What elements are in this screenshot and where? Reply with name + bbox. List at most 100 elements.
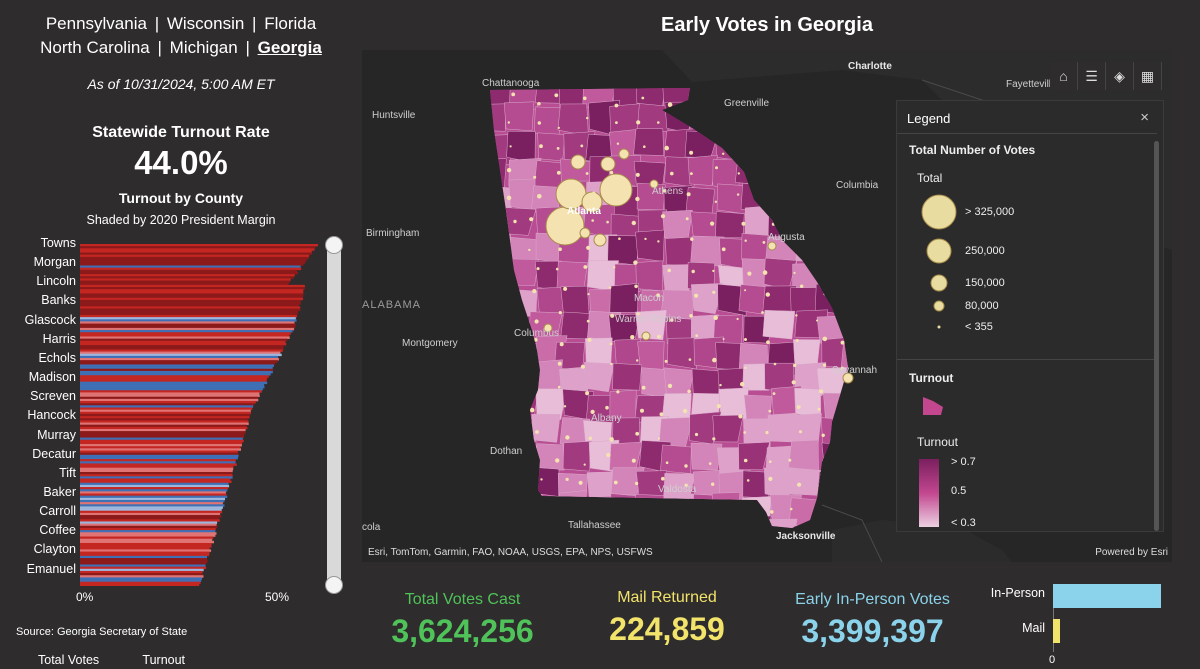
layers-icon[interactable]: ◈ bbox=[1106, 62, 1134, 90]
county-vote-dot bbox=[795, 339, 799, 342]
legend-scrollbar[interactable] bbox=[1154, 141, 1159, 531]
county-shape[interactable] bbox=[741, 233, 770, 262]
county-shape[interactable] bbox=[715, 342, 744, 371]
powered-by-esri[interactable]: Powered by Esri bbox=[1095, 547, 1168, 558]
county-vote-dot bbox=[636, 120, 641, 125]
state-link-pennsylvania[interactable]: Pennsylvania bbox=[45, 14, 147, 33]
county-label: Harris bbox=[42, 331, 76, 346]
county-vote-dot bbox=[711, 482, 715, 486]
county-shape[interactable] bbox=[556, 261, 588, 288]
county-vote-dot bbox=[591, 219, 594, 222]
scroll-handle-bottom[interactable] bbox=[325, 576, 343, 594]
county-shape[interactable] bbox=[691, 368, 721, 397]
county-bar bbox=[80, 332, 291, 335]
county-bar bbox=[80, 555, 207, 559]
vote-circle-clayton bbox=[579, 227, 591, 239]
county-vote-dot bbox=[635, 196, 640, 202]
county-shape[interactable] bbox=[562, 440, 592, 472]
county-shape[interactable] bbox=[715, 211, 745, 238]
county-bar bbox=[80, 433, 245, 436]
legend-circle-250000 bbox=[926, 238, 952, 264]
county-shape[interactable] bbox=[687, 154, 718, 186]
state-link-florida[interactable]: Florida bbox=[264, 14, 317, 33]
state-link-north-carolina[interactable]: North Carolina bbox=[40, 38, 150, 57]
county-shape[interactable] bbox=[667, 337, 697, 370]
close-icon[interactable]: × bbox=[1140, 109, 1149, 126]
county-vote-dot bbox=[744, 366, 747, 370]
county-vote-dot bbox=[710, 221, 715, 226]
county-shape[interactable] bbox=[584, 362, 615, 393]
county-vote-dot bbox=[644, 237, 647, 241]
county-vote-dot bbox=[796, 405, 801, 409]
state-link-wisconsin[interactable]: Wisconsin bbox=[166, 14, 245, 33]
county-vote-dot bbox=[799, 430, 802, 434]
county-shape[interactable] bbox=[685, 186, 715, 214]
county-shape[interactable] bbox=[738, 441, 770, 471]
county-shape[interactable] bbox=[508, 178, 536, 212]
county-shape[interactable] bbox=[690, 442, 723, 471]
county-bar bbox=[80, 349, 283, 352]
county-shape[interactable] bbox=[635, 229, 665, 262]
county-shape[interactable] bbox=[660, 444, 692, 474]
county-shape[interactable] bbox=[840, 341, 872, 368]
county-label: Morgan bbox=[33, 255, 76, 270]
county-shape[interactable] bbox=[609, 103, 641, 133]
county-vote-dot bbox=[793, 271, 796, 274]
county-bar bbox=[80, 302, 301, 305]
county-shape[interactable] bbox=[635, 260, 664, 292]
state-link-michigan[interactable]: Michigan bbox=[169, 38, 238, 57]
scroll-handle-top[interactable] bbox=[325, 236, 343, 254]
county-shape[interactable] bbox=[635, 309, 667, 341]
county-vote-dot bbox=[689, 314, 693, 318]
county-shape[interactable] bbox=[789, 467, 823, 496]
county-bar bbox=[80, 418, 248, 421]
state-link-georgia[interactable]: Georgia bbox=[257, 38, 322, 57]
county-vote-dot bbox=[640, 408, 644, 413]
county-vote-dot bbox=[823, 363, 827, 367]
county-shape[interactable] bbox=[535, 443, 565, 471]
county-shape[interactable] bbox=[788, 439, 819, 473]
county-bar bbox=[80, 396, 259, 400]
county-shape[interactable] bbox=[690, 235, 725, 267]
county-vote-dot bbox=[691, 269, 695, 274]
county-shape[interactable] bbox=[633, 128, 664, 156]
county-shape[interactable] bbox=[718, 387, 749, 420]
county-vote-dot bbox=[606, 220, 609, 224]
county-shape[interactable] bbox=[503, 101, 535, 132]
home-icon[interactable]: ⌂ bbox=[1050, 62, 1078, 90]
county-scroll-track[interactable] bbox=[327, 244, 341, 586]
county-shape[interactable] bbox=[560, 311, 591, 340]
tab-total-votes[interactable]: Total Votes bbox=[38, 653, 100, 667]
turnout-symbol-icon bbox=[923, 397, 943, 415]
county-bar bbox=[80, 259, 307, 262]
county-vote-dot bbox=[610, 362, 613, 366]
county-shape[interactable] bbox=[662, 209, 693, 240]
county-shape[interactable] bbox=[612, 363, 642, 391]
county-shape[interactable] bbox=[665, 236, 695, 267]
place-charlotte: Charlotte bbox=[848, 61, 892, 72]
county-label: Carroll bbox=[39, 504, 76, 519]
county-shape[interactable] bbox=[535, 388, 568, 420]
county-vote-dot bbox=[713, 315, 718, 321]
list-icon[interactable]: ☰ bbox=[1078, 62, 1106, 90]
legend-header: Legend bbox=[907, 111, 951, 126]
county-vote-dot bbox=[708, 462, 712, 465]
qr-icon[interactable]: ▦ bbox=[1134, 62, 1162, 90]
county-shape[interactable] bbox=[712, 414, 744, 443]
county-shape[interactable] bbox=[531, 413, 561, 443]
county-vote-dot bbox=[762, 270, 768, 275]
county-bar bbox=[80, 532, 217, 535]
tab-turnout[interactable]: Turnout bbox=[142, 653, 186, 667]
county-vote-dot bbox=[506, 168, 512, 173]
county-vote-dot bbox=[667, 383, 673, 389]
county-bar bbox=[80, 358, 279, 361]
county-shape[interactable] bbox=[690, 283, 724, 314]
county-vote-dot bbox=[657, 121, 660, 124]
county-shape[interactable] bbox=[793, 339, 821, 368]
county-shape[interactable] bbox=[794, 387, 821, 417]
county-vote-dot bbox=[580, 144, 584, 148]
county-vote-dot bbox=[511, 92, 516, 97]
county-turnout-bars bbox=[80, 244, 318, 586]
county-shape[interactable] bbox=[762, 310, 796, 340]
county-bar bbox=[80, 325, 296, 329]
